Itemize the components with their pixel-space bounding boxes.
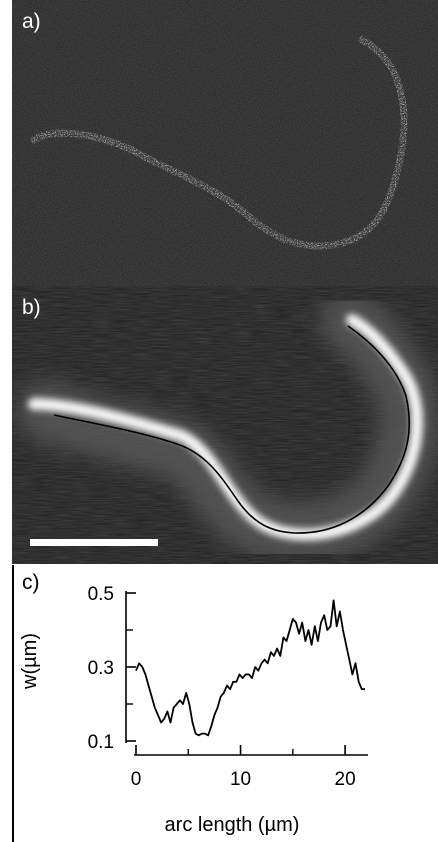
plot-axes: 0.1 0.3 0.5 0 10 20 (88, 584, 368, 790)
panel-label-b: b) (22, 296, 41, 319)
x-tick-label: 20 (335, 769, 356, 790)
panel-label-c: c) (22, 571, 40, 594)
micrograph-b-image (12, 286, 438, 564)
y-axis-label: w(µm) (19, 633, 41, 690)
y-tick-label: 0.1 (88, 732, 114, 753)
fitted-contour-line (53, 325, 411, 534)
panel-label-a: a) (22, 10, 41, 33)
x-axis-label: arc length (µm) (165, 814, 300, 836)
width-series-line (135, 599, 365, 737)
micrograph-panel-a: a) (12, 0, 438, 286)
x-tick-label: 10 (230, 769, 251, 790)
width-plot: 0.1 0.3 0.5 0 10 20 arc length (µm) w(µm) (19, 584, 368, 836)
micrograph-a-image (12, 0, 438, 286)
y-tick-label: 0.5 (88, 584, 114, 605)
plot-series (135, 599, 365, 737)
micrograph-panel-b: b) (12, 286, 438, 564)
y-tick-label: 0.3 (88, 658, 114, 679)
membrane-contour-a (30, 36, 408, 250)
plot-panel-c: c) 0.1 0.3 0.5 0 10 20 arc length (µm) w(µm) (12, 565, 438, 842)
scale-bar (30, 539, 158, 546)
x-tick-label: 0 (131, 769, 142, 790)
